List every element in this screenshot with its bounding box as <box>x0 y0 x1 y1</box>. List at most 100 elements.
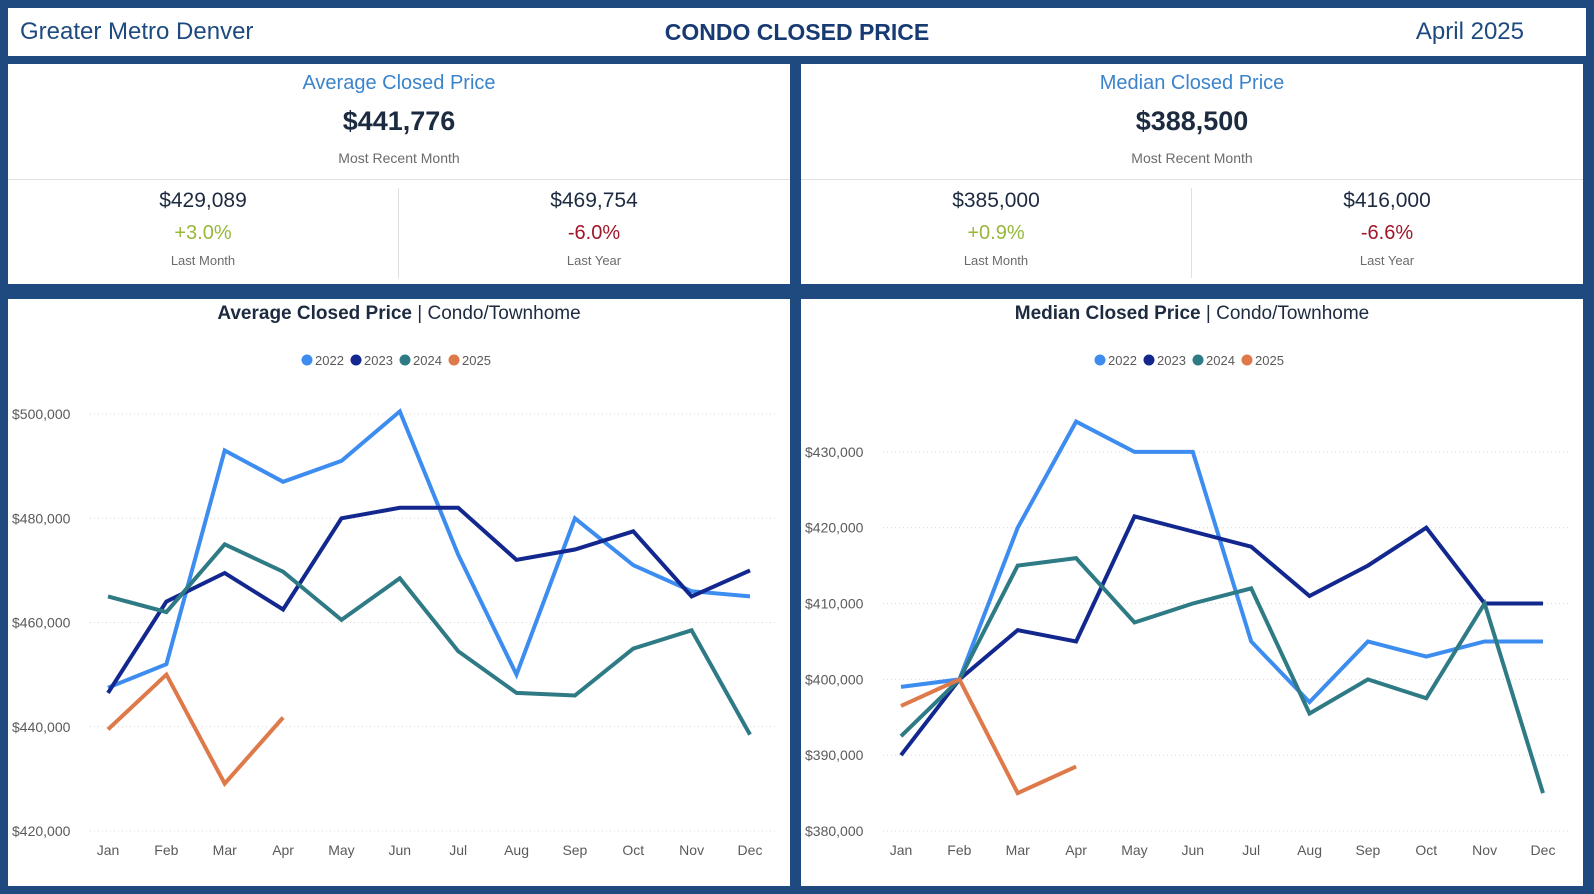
divider <box>398 188 399 278</box>
legend-marker-2022 <box>301 354 313 366</box>
report-date: April 2025 <box>1415 18 1524 45</box>
series-line-2023 <box>106 505 751 694</box>
x-tick-label: May <box>1121 842 1147 858</box>
chart-title: Average Closed Price | Condo/Townhome <box>217 303 580 324</box>
chart-title-bold: Average Closed Price <box>217 303 412 324</box>
y-tick-label: $420,000 <box>805 520 864 536</box>
x-tick-label: Sep <box>1355 842 1380 858</box>
chart-title: Median Closed Price | Condo/Townhome <box>1015 303 1370 324</box>
series-line-2025 <box>900 676 1077 796</box>
x-tick-label: Jan <box>97 842 120 858</box>
x-tick-label: Oct <box>622 842 644 858</box>
y-tick-label: $410,000 <box>805 596 864 612</box>
comparison-change: -6.6% <box>1360 222 1414 244</box>
comparison-value: $469,754 <box>550 189 638 212</box>
legend-label-2024: 2024 <box>1206 353 1235 368</box>
x-tick-label: Dec <box>738 842 763 858</box>
average-price-kpi-card: Average Closed Price $441,776 Most Recen… <box>8 64 790 284</box>
kpi-subtitle: Most Recent Month <box>338 150 460 166</box>
x-tick-label: Aug <box>504 842 529 858</box>
legend-label-2022: 2022 <box>1108 353 1137 368</box>
kpi-value: $388,500 <box>1135 106 1249 136</box>
comparison-label: Last Year <box>566 253 622 268</box>
y-tick-label: $390,000 <box>805 747 864 763</box>
chart-title-subtitle: Condo/Townhome <box>1216 303 1369 324</box>
y-tick-label: $440,000 <box>12 719 71 735</box>
kpi-title: Average Closed Price <box>302 72 496 94</box>
divider <box>801 179 1583 180</box>
last-month-comparison: $429,089 +3.0% Last Month <box>8 186 398 272</box>
comparison-value: $385,000 <box>952 189 1040 212</box>
comparison-change: +0.9% <box>967 222 1025 244</box>
x-tick-label: Jun <box>389 842 412 858</box>
series-line-2023 <box>899 514 1543 757</box>
comparison-value: $416,000 <box>1343 189 1431 212</box>
chart-title-subtitle: Condo/Townhome <box>428 303 581 324</box>
y-tick-label: $420,000 <box>12 823 71 839</box>
x-tick-label: Apr <box>272 842 294 858</box>
report-title: CONDO CLOSED PRICE <box>664 19 930 45</box>
last-year-comparison: $469,754 -6.0% Last Year <box>399 186 789 272</box>
kpi-subtitle: Most Recent Month <box>1131 150 1253 166</box>
x-tick-label: Sep <box>562 842 587 858</box>
last-year-comparison: $416,000 -6.6% Last Year <box>1192 186 1582 272</box>
x-tick-label: Jul <box>1242 842 1260 858</box>
y-tick-label: $430,000 <box>805 444 864 460</box>
kpi-title: Median Closed Price <box>1099 72 1285 94</box>
average-price-line-chart: Average Closed Price | Condo/Townhome 202… <box>12 303 778 858</box>
x-tick-label: Mar <box>1006 842 1030 858</box>
region-name: Greater Metro Denver <box>20 18 254 45</box>
y-tick-label: $460,000 <box>12 615 71 631</box>
x-tick-label: Jan <box>890 842 913 858</box>
median-price-chart-panel: Median Closed Price | Condo/Townhome 2022… <box>801 299 1583 886</box>
chart-title-separator: | <box>1201 303 1217 324</box>
report-header: Greater Metro Denver CONDO CLOSED PRICE … <box>8 8 1586 56</box>
legend-marker-2023 <box>350 354 362 366</box>
x-tick-label: Jun <box>1182 842 1205 858</box>
legend-label-2023: 2023 <box>1157 353 1186 368</box>
x-tick-label: Nov <box>1472 842 1497 858</box>
x-tick-label: Dec <box>1531 842 1556 858</box>
kpi-value: $441,776 <box>342 106 456 136</box>
x-tick-label: Feb <box>154 842 178 858</box>
comparison-value: $429,089 <box>159 189 247 212</box>
series-line-2022 <box>900 418 1543 705</box>
series-line-2022 <box>107 408 751 690</box>
median-price-kpi-card: Median Closed Price $388,500 Most Recent… <box>801 64 1583 284</box>
y-tick-label: $400,000 <box>805 671 864 687</box>
x-tick-label: Aug <box>1297 842 1322 858</box>
legend-marker-2025 <box>448 354 460 366</box>
legend-label-2025: 2025 <box>1255 353 1284 368</box>
average-price-chart-panel: Average Closed Price | Condo/Townhome 202… <box>8 299 790 886</box>
y-tick-label: $500,000 <box>12 406 71 422</box>
divider <box>1191 188 1192 278</box>
x-tick-label: Feb <box>947 842 971 858</box>
legend-label-2022: 2022 <box>315 353 344 368</box>
comparison-change: -6.0% <box>567 222 621 244</box>
series-line-2024 <box>899 555 1545 794</box>
legend-marker-2023 <box>1143 354 1155 366</box>
comparison-label: Last Month <box>963 253 1029 268</box>
series-line-2024 <box>107 541 752 736</box>
x-tick-label: Apr <box>1065 842 1087 858</box>
series-line-2025 <box>106 671 285 788</box>
comparison-change: +3.0% <box>174 222 232 244</box>
legend-label-2025: 2025 <box>462 353 491 368</box>
x-tick-label: Nov <box>679 842 704 858</box>
divider <box>8 179 790 180</box>
legend-label-2024: 2024 <box>413 353 442 368</box>
legend-marker-2024 <box>1192 354 1204 366</box>
x-tick-label: Jul <box>449 842 467 858</box>
y-tick-label: $480,000 <box>12 510 71 526</box>
legend-marker-2022 <box>1094 354 1106 366</box>
legend-label-2023: 2023 <box>364 353 393 368</box>
chart-title-separator: | <box>412 303 428 324</box>
x-tick-label: Mar <box>213 842 237 858</box>
chart-title-bold: Median Closed Price <box>1015 303 1201 324</box>
x-tick-label: May <box>328 842 354 858</box>
last-month-comparison: $385,000 +0.9% Last Month <box>801 186 1191 272</box>
y-tick-label: $380,000 <box>805 823 864 839</box>
comparison-label: Last Year <box>1359 253 1415 268</box>
x-tick-label: Oct <box>1415 842 1437 858</box>
legend-marker-2024 <box>399 354 411 366</box>
